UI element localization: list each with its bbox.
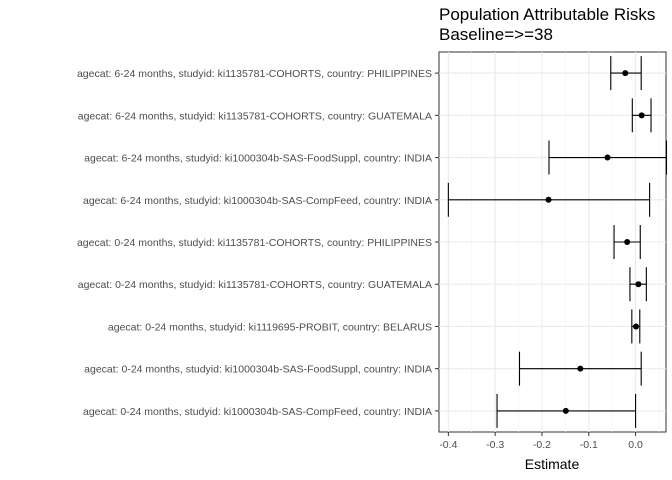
row-label: agecat: 0-24 months, studyid: ki1000304b… <box>83 406 432 418</box>
estimate-point <box>577 365 584 372</box>
row-label: agecat: 0-24 months, studyid: ki1000304b… <box>84 364 432 376</box>
ci-row <box>548 140 668 175</box>
estimate-point <box>545 196 552 203</box>
data-rows <box>447 56 668 428</box>
ci-row <box>631 98 652 133</box>
ci-row <box>629 267 647 302</box>
x-tick-label: -0.3 <box>486 439 504 451</box>
estimate-point <box>638 112 645 119</box>
ci-row <box>496 393 637 428</box>
x-tick-label: -0.4 <box>439 439 457 451</box>
ci-row <box>610 56 642 91</box>
estimate-point <box>604 154 611 161</box>
row-label: agecat: 6-24 months, studyid: ki1135781-… <box>77 68 432 80</box>
estimate-point <box>622 70 629 77</box>
chart-title: Population Attributable Risks <box>439 5 655 24</box>
row-label: agecat: 6-24 months, studyid: ki1135781-… <box>78 110 432 122</box>
estimate-point <box>562 407 569 414</box>
ci-row <box>613 225 641 259</box>
x-tick-label: -0.1 <box>580 439 598 451</box>
row-label: agecat: 6-24 months, studyid: ki1000304b… <box>84 153 432 165</box>
x-axis: -0.4 -0.3 -0.2 -0.1 0.0 <box>439 432 643 451</box>
estimate-point <box>635 281 642 288</box>
ci-row <box>518 351 642 386</box>
ci-row <box>631 309 641 344</box>
x-tick-label: 0.0 <box>628 439 643 451</box>
ci-row <box>447 182 651 217</box>
estimate-point <box>624 239 631 245</box>
x-axis-title: Estimate <box>525 456 580 472</box>
chart-subtitle: Baseline=>=38 <box>439 25 553 44</box>
estimate-point <box>633 323 640 330</box>
row-label: agecat: 6-24 months, studyid: ki1000304b… <box>83 195 432 207</box>
row-label: agecat: 0-24 months, studyid: ki1119695-… <box>108 321 432 333</box>
row-label: agecat: 0-24 months, studyid: ki1135781-… <box>77 237 432 249</box>
x-tick-label: -0.2 <box>533 439 551 451</box>
row-label: agecat: 0-24 months, studyid: ki1135781-… <box>78 279 432 291</box>
row-labels: agecat: 6-24 months, studyid: ki1135781-… <box>77 68 439 418</box>
